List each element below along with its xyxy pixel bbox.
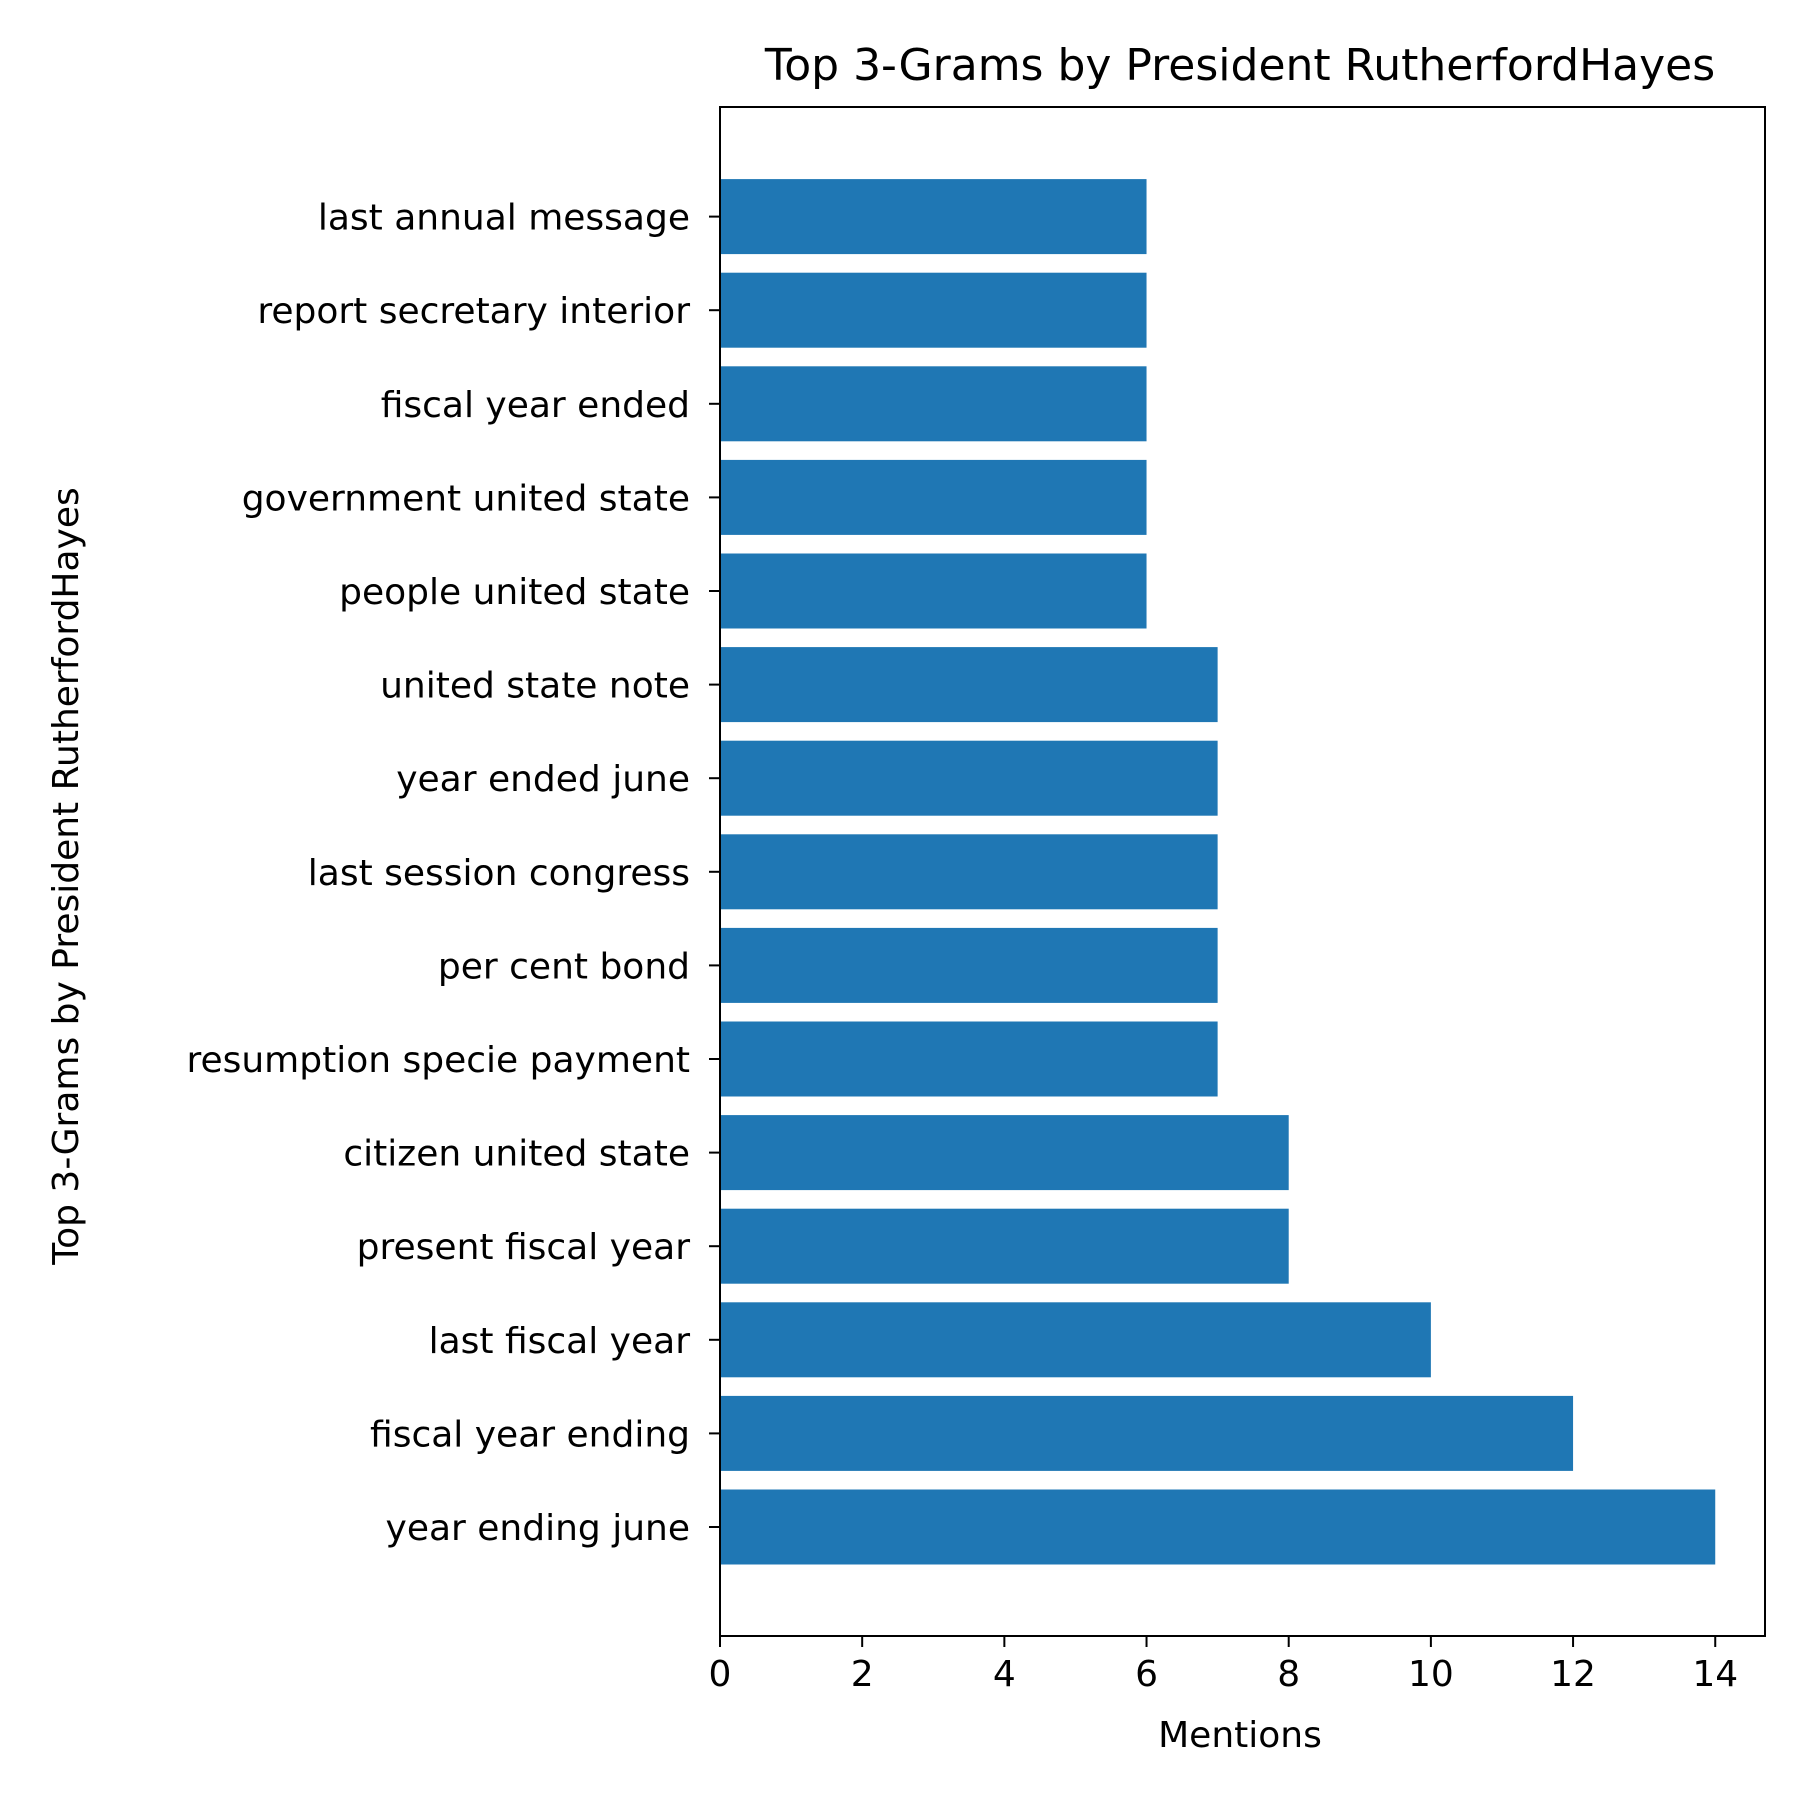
x-tick-label: 8 (1277, 1654, 1300, 1695)
y-tick-label: fiscal year ending (370, 1414, 690, 1455)
bars-group (720, 179, 1716, 1565)
y-tick-label: last annual message (318, 198, 690, 239)
y-tick-label: last fiscal year (429, 1321, 691, 1362)
plot-frame (719, 106, 1766, 1637)
x-axis-label: Mentions (1158, 1715, 1322, 1756)
y-tick-label: fiscal year ended (381, 385, 690, 426)
y-tick-label: report secretary interior (257, 291, 690, 332)
bar (720, 272, 1147, 348)
y-tick-label: united state note (380, 666, 690, 707)
y-axis-label: Top 3-Grams by President RutherfordHayes (46, 487, 87, 1266)
x-ticks-group: 0 2 4 6 8 10 12 14 (709, 1636, 1738, 1695)
x-tick-label: 6 (1135, 1654, 1158, 1695)
y-tick-label: present fiscal year (357, 1227, 691, 1268)
x-tick-label: 10 (1408, 1654, 1454, 1695)
bar (720, 459, 1147, 535)
bar (720, 553, 1147, 629)
x-tick-label: 14 (1692, 1654, 1738, 1695)
bar (720, 1021, 1218, 1097)
x-tick-label: 2 (851, 1654, 874, 1695)
bar (720, 647, 1218, 723)
y-tick-label: people united state (339, 572, 690, 613)
x-tick-label: 0 (709, 1654, 732, 1695)
y-tick-label: last session congress (308, 853, 690, 894)
bar (720, 1489, 1716, 1565)
y-tick-label: year ended june (396, 759, 690, 800)
bar (720, 927, 1218, 1003)
bar (720, 834, 1218, 910)
y-tick-label: per cent bond (438, 946, 690, 987)
bar (720, 740, 1218, 816)
y-ticks-group: year ending june fiscal year ending last f… (186, 198, 720, 1549)
chart-title: Top 3-Grams by President RutherfordHayes (764, 40, 1715, 91)
bar (720, 1208, 1289, 1284)
x-tick-label: 4 (993, 1654, 1016, 1695)
x-tick-label: 12 (1550, 1654, 1596, 1695)
bar (720, 366, 1147, 442)
bar (720, 1302, 1431, 1378)
bar (720, 179, 1147, 255)
bar (720, 1395, 1574, 1471)
y-tick-label: resumption specie payment (186, 1040, 690, 1081)
y-tick-label: government united state (242, 478, 690, 519)
y-tick-label: year ending june (386, 1508, 690, 1549)
bar (720, 1115, 1289, 1191)
y-tick-label: citizen united state (343, 1134, 690, 1175)
